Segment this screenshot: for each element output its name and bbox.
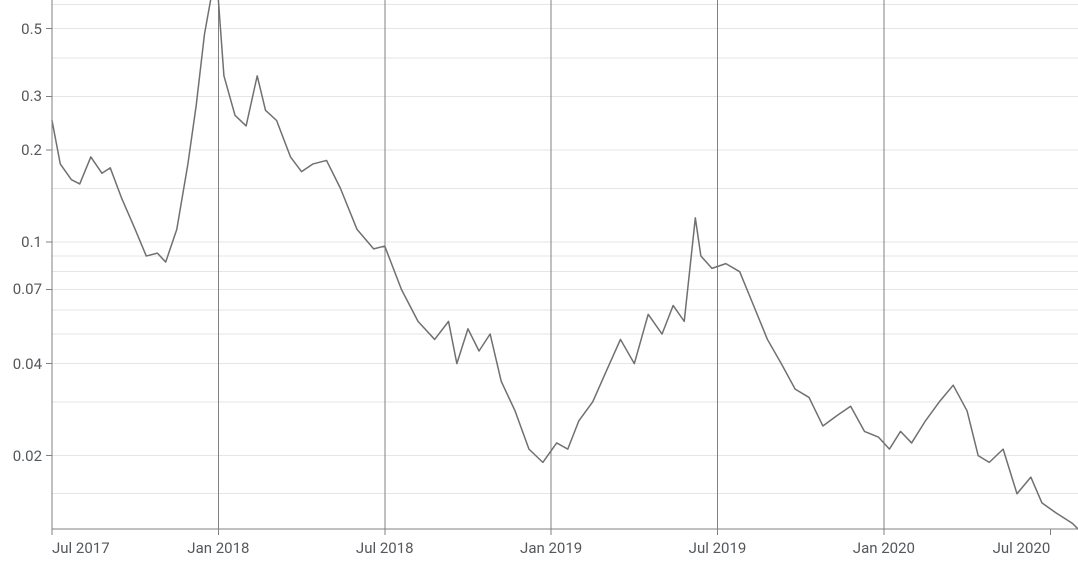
x-tick-label: Jul 2020 [993, 539, 1051, 557]
series-price-line [52, 0, 1078, 529]
x-tick-label: Jan 2019 [520, 539, 582, 557]
x-tick-label: Jul 2019 [689, 539, 747, 557]
y-tick-label: 0.1 [21, 233, 42, 251]
chart-svg [0, 0, 1078, 563]
y-tick-label: 0.04 [13, 355, 42, 373]
x-tick-label: Jul 2018 [356, 539, 414, 557]
price-line-chart: 0.5 0.3 0.2 0.1 0.07 0.04 0.02 Jul 2017 Jan 2018… [0, 0, 1078, 563]
y-tick-label: 0.2 [21, 141, 42, 159]
y-tick-label: 0.3 [21, 87, 42, 105]
y-tick-label: 0.02 [13, 447, 42, 465]
x-tick-label: Jul 2017 [52, 539, 110, 557]
y-tick-label: 0.07 [13, 280, 42, 298]
x-tick-label: Jan 2020 [853, 539, 915, 557]
y-tick-label: 0.5 [21, 20, 42, 38]
x-tick-label: Jan 2018 [187, 539, 249, 557]
